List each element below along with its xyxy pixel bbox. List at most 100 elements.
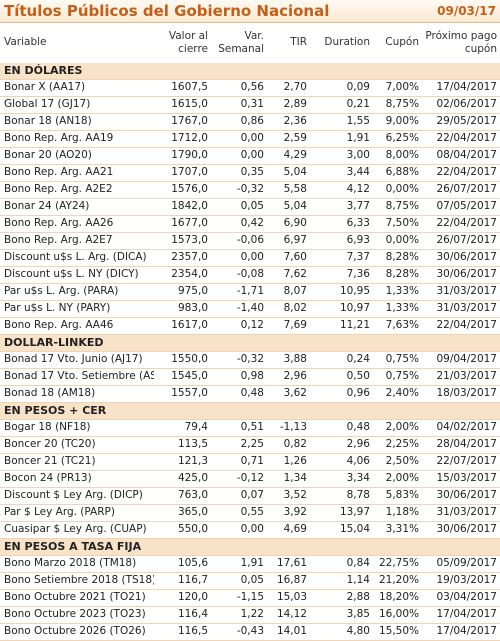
section-header: EN PESOS A TASA FIJA <box>0 539 500 556</box>
cell: Par $ Ley Arg. (PARP) <box>4 506 115 518</box>
table-row: Discount u$s L. NY (DICY) 2354,0 -0,08 7,62… <box>0 267 500 284</box>
cell: 0,24 <box>346 353 370 365</box>
cell: 2,89 <box>283 98 307 110</box>
cell: 1,22 <box>240 608 264 620</box>
cell: Discount u$s L. Arg. (DICA) <box>4 251 147 263</box>
cell: Bonar 18 (AN18) <box>4 115 92 127</box>
cell: 79,4 <box>184 421 208 433</box>
cell: 3,88 <box>283 353 307 365</box>
cell: -0,32 <box>236 353 264 365</box>
cell: -1,71 <box>236 285 264 297</box>
cell: 4,69 <box>283 523 307 535</box>
cell: Bono Rep. Arg. AA26 <box>4 217 114 229</box>
cell: Bono Octubre 2026 (TO26) <box>4 625 146 637</box>
cell: 0,86 <box>240 115 264 127</box>
cell: 6,97 <box>283 234 307 246</box>
cell: 1,33% <box>385 285 419 297</box>
table-row: Bono Octubre 2021 (TO21) 120,0 -1,15 15,03 2… <box>0 590 500 607</box>
cell: 116,4 <box>177 608 208 620</box>
cell: 22/04/2017 <box>436 217 497 229</box>
section-title: EN PESOS + CER <box>4 404 107 417</box>
cell: 1607,5 <box>171 81 208 93</box>
cell: 15,04 <box>339 523 370 535</box>
cell: 11,21 <box>339 319 370 331</box>
cell: 3,34 <box>346 472 370 484</box>
section-title: DOLLAR-LINKED <box>4 336 104 349</box>
cell: 8,75% <box>385 98 419 110</box>
cell: 30/06/2017 <box>436 268 497 280</box>
cell: 2,70 <box>283 81 307 93</box>
cell: Discount u$s L. NY (DICY) <box>4 268 139 280</box>
cell: 0,00 <box>240 132 264 144</box>
table-row: Par u$s L. NY (PARY) 983,0 -1,40 8,02 10,97 1… <box>0 301 500 318</box>
cell: 1842,0 <box>171 200 208 212</box>
cell: 0,21 <box>346 98 370 110</box>
cell: 975,0 <box>177 285 208 297</box>
table-row: Boncer 20 (TC20) 113,5 2,25 0,82 2,96 2,25% 28… <box>0 437 500 454</box>
cell: 17/04/2017 <box>436 625 497 637</box>
cell: 21/03/2017 <box>436 370 497 382</box>
table-row: Bono Rep. Arg. A2E7 1573,0 -0,06 6,97 6,93 0,… <box>0 233 500 250</box>
cell: 22/04/2017 <box>436 319 497 331</box>
cell: 2357,0 <box>171 251 208 263</box>
cell: 1,91 <box>346 132 370 144</box>
cell: 3,52 <box>283 489 307 501</box>
table-row: Bonar 20 (AO20) 1790,0 0,00 4,29 3,00 8,00% 08… <box>0 148 500 165</box>
cell: 6,88% <box>385 166 419 178</box>
table-row: Discount $ Ley Arg. (DICP) 763,0 0,07 3,52 8… <box>0 488 500 505</box>
cell: 3,62 <box>283 387 307 399</box>
cell: Bonad 18 (AM18) <box>4 387 96 399</box>
cell: 02/06/2017 <box>436 98 497 110</box>
cell: 1707,0 <box>171 166 208 178</box>
cell: 1,55 <box>346 115 370 127</box>
table-row: Par u$s L. Arg. (PARA) 975,0 -1,71 8,07 10,9… <box>0 284 500 301</box>
cell: 2,36 <box>283 115 307 127</box>
table-row: Bono Rep. Arg. AA46 1617,0 0,12 7,69 11,21 7,… <box>0 318 500 335</box>
table-row: Bocon 24 (PR13) 425,0 -0,12 1,34 3,34 2,00% 15… <box>0 471 500 488</box>
cell: Bono Octubre 2023 (TO23) <box>4 608 146 620</box>
cell: 8,75% <box>385 200 419 212</box>
cell: -1,40 <box>236 302 264 314</box>
column-title: Var. Semanal <box>218 29 264 55</box>
cell: Bono Rep. Arg. AA21 <box>4 166 114 178</box>
cell: 1615,0 <box>171 98 208 110</box>
cell: 16,00% <box>378 608 419 620</box>
cell: 0,00% <box>385 183 419 195</box>
column-header: Variable Valor al cierre Var. Semanal TIR Du… <box>0 22 500 64</box>
cell: Bono Rep. Arg. A2E2 <box>4 183 113 195</box>
cell: 0,35 <box>240 166 264 178</box>
table-row: Bono Marzo 2018 (TM18) 105,6 1,91 17,61 0,84… <box>0 556 500 573</box>
cell: 2,00% <box>385 472 419 484</box>
cell: 1,33% <box>385 302 419 314</box>
cell: 1545,0 <box>171 370 208 382</box>
section-header: DOLLAR-LINKED <box>0 335 500 352</box>
column-title: TIR <box>290 36 307 48</box>
section-header: EN PESOS + CER <box>0 403 500 420</box>
cell: 17/04/2017 <box>436 81 497 93</box>
cell: 550,0 <box>177 523 208 535</box>
column-title: Duration <box>324 36 370 48</box>
table-row: Cuasipar $ Ley Arg. (CUAP) 550,0 0,00 4,69 1… <box>0 522 500 539</box>
cell: 0,56 <box>240 81 264 93</box>
table-row: Boncer 21 (TC21) 121,3 0,71 1,26 4,06 2,50% 22… <box>0 454 500 471</box>
cell: 1712,0 <box>171 132 208 144</box>
cell: 6,90 <box>283 217 307 229</box>
cell: 6,25% <box>385 132 419 144</box>
cell: 26/07/2017 <box>436 234 497 246</box>
cell: 8,28% <box>385 251 419 263</box>
cell: -0,32 <box>236 183 264 195</box>
cell: 26/07/2017 <box>436 183 497 195</box>
cell: 0,75% <box>385 353 419 365</box>
cell: 07/05/2017 <box>436 200 497 212</box>
cell: 2,40% <box>385 387 419 399</box>
cell: 116,5 <box>177 625 208 637</box>
cell: 0,51 <box>240 421 264 433</box>
cell: 29/05/2017 <box>436 115 497 127</box>
cell: 7,50% <box>385 217 419 229</box>
cell: 1,34 <box>283 472 307 484</box>
cell: Bonar 24 (AY24) <box>4 200 90 212</box>
cell: 0,98 <box>240 370 264 382</box>
cell: 7,36 <box>346 268 370 280</box>
cell: 116,7 <box>177 574 208 586</box>
